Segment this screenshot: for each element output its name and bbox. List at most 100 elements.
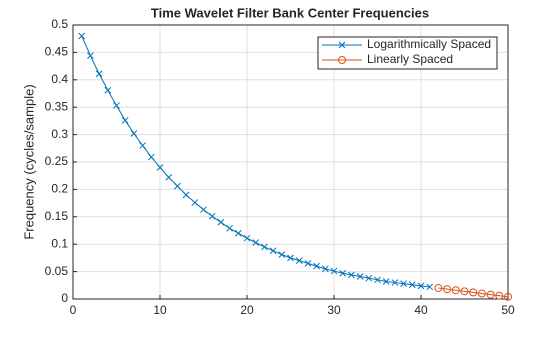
marker-shape (147, 153, 155, 161)
series-line (81, 35, 430, 288)
marker-shape (217, 218, 225, 226)
marker (182, 191, 190, 199)
marker-shape (121, 116, 129, 124)
marker-shape (391, 279, 399, 286)
marker-shape (330, 267, 338, 275)
marker-shape (287, 254, 294, 262)
marker (139, 142, 146, 149)
marker-shape (130, 130, 138, 137)
marker-shape (269, 247, 277, 255)
marker (252, 239, 260, 246)
marker (330, 267, 338, 275)
marker (295, 257, 303, 264)
y-tick-label: 0.1 (51, 236, 68, 250)
marker (278, 251, 286, 258)
y-tick-label: 0.35 (45, 99, 69, 113)
marker-shape (278, 251, 286, 258)
y-tick-label: 0.25 (45, 154, 69, 168)
marker (504, 292, 512, 301)
legend-label: Logarithmically Spaced (367, 37, 491, 51)
marker (243, 234, 251, 242)
legend-label: Linearly Spaced (367, 52, 453, 66)
marker (130, 130, 138, 137)
marker (408, 281, 416, 289)
marker (174, 182, 181, 190)
marker (339, 269, 347, 277)
marker-shape (365, 274, 373, 282)
marker (417, 282, 425, 290)
marker (313, 262, 320, 270)
marker-shape (139, 142, 146, 149)
marker (234, 229, 242, 237)
marker (426, 283, 434, 291)
y-tick-label: 0 (61, 291, 68, 305)
marker (78, 32, 86, 40)
marker (121, 116, 129, 124)
marker-shape (252, 239, 260, 246)
legend-marker (338, 56, 346, 64)
marker-shape (226, 224, 233, 232)
marker (165, 173, 173, 181)
marker (451, 286, 460, 295)
marker (261, 243, 268, 251)
x-tick-label: 30 (327, 303, 341, 317)
marker-shape (87, 52, 94, 60)
marker-shape (156, 164, 164, 171)
marker-shape (338, 41, 346, 49)
marker-shape (234, 229, 242, 237)
marker (217, 218, 225, 226)
marker (226, 224, 233, 232)
y-tick-label: 0.5 (51, 17, 68, 31)
marker-shape (182, 191, 190, 199)
x-tick-label: 40 (414, 303, 428, 317)
marker (200, 206, 207, 214)
marker (87, 52, 94, 60)
marker (287, 254, 294, 262)
marker-shape (313, 262, 320, 270)
marker-shape (243, 234, 251, 242)
marker (147, 153, 155, 161)
y-tick-label: 0.3 (51, 127, 68, 141)
marker (391, 279, 399, 286)
marker-shape (417, 282, 425, 290)
marker-shape (95, 70, 103, 78)
series-line (438, 287, 509, 298)
marker-shape (191, 199, 199, 206)
marker-shape (165, 173, 173, 181)
y-tick-label: 0.4 (51, 72, 68, 86)
y-axis-label: Frequency (cycles/sample) (21, 84, 36, 239)
marker (469, 288, 478, 297)
marker (321, 265, 329, 273)
marker (374, 276, 381, 284)
marker-shape (321, 265, 329, 273)
marker (495, 291, 504, 300)
marker-shape (356, 273, 364, 280)
x-tick-label: 50 (501, 303, 515, 317)
marker-shape (426, 283, 434, 291)
marker-shape (113, 102, 120, 109)
marker (304, 260, 312, 267)
marker-shape (104, 86, 112, 94)
marker-shape (78, 32, 86, 40)
marker-shape (295, 257, 303, 264)
marker-shape (382, 278, 390, 285)
marker (104, 86, 112, 94)
marker (477, 289, 486, 298)
y-tick-label: 0.05 (45, 264, 69, 278)
y-tick-label: 0.2 (51, 182, 68, 196)
legend-box (317, 36, 498, 70)
marker (365, 274, 373, 282)
marker-shape (261, 243, 268, 251)
marker-shape (200, 206, 207, 214)
marker-shape (339, 269, 347, 277)
marker (434, 284, 443, 293)
marker-shape (304, 260, 312, 267)
y-tick-label: 0.45 (45, 45, 69, 59)
marker-shape (400, 280, 407, 288)
marker-shape (374, 276, 381, 284)
marker (156, 164, 164, 171)
marker (356, 273, 364, 280)
marker (443, 285, 452, 294)
marker (382, 278, 390, 285)
